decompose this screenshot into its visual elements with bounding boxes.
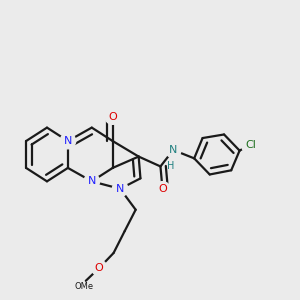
- Circle shape: [60, 133, 76, 149]
- Text: O: O: [108, 112, 117, 122]
- Text: OMe: OMe: [75, 282, 94, 291]
- Text: N: N: [116, 184, 124, 194]
- Text: N: N: [88, 176, 96, 186]
- Circle shape: [112, 181, 128, 196]
- Circle shape: [242, 135, 260, 154]
- Circle shape: [166, 142, 181, 158]
- Text: O: O: [158, 184, 167, 194]
- Text: Cl: Cl: [245, 140, 256, 150]
- Circle shape: [105, 109, 120, 124]
- Text: N: N: [169, 145, 178, 155]
- Circle shape: [84, 174, 100, 189]
- Circle shape: [155, 182, 170, 197]
- Text: H: H: [167, 160, 175, 170]
- Text: O: O: [95, 263, 103, 273]
- Text: N: N: [64, 136, 72, 146]
- Circle shape: [92, 260, 107, 276]
